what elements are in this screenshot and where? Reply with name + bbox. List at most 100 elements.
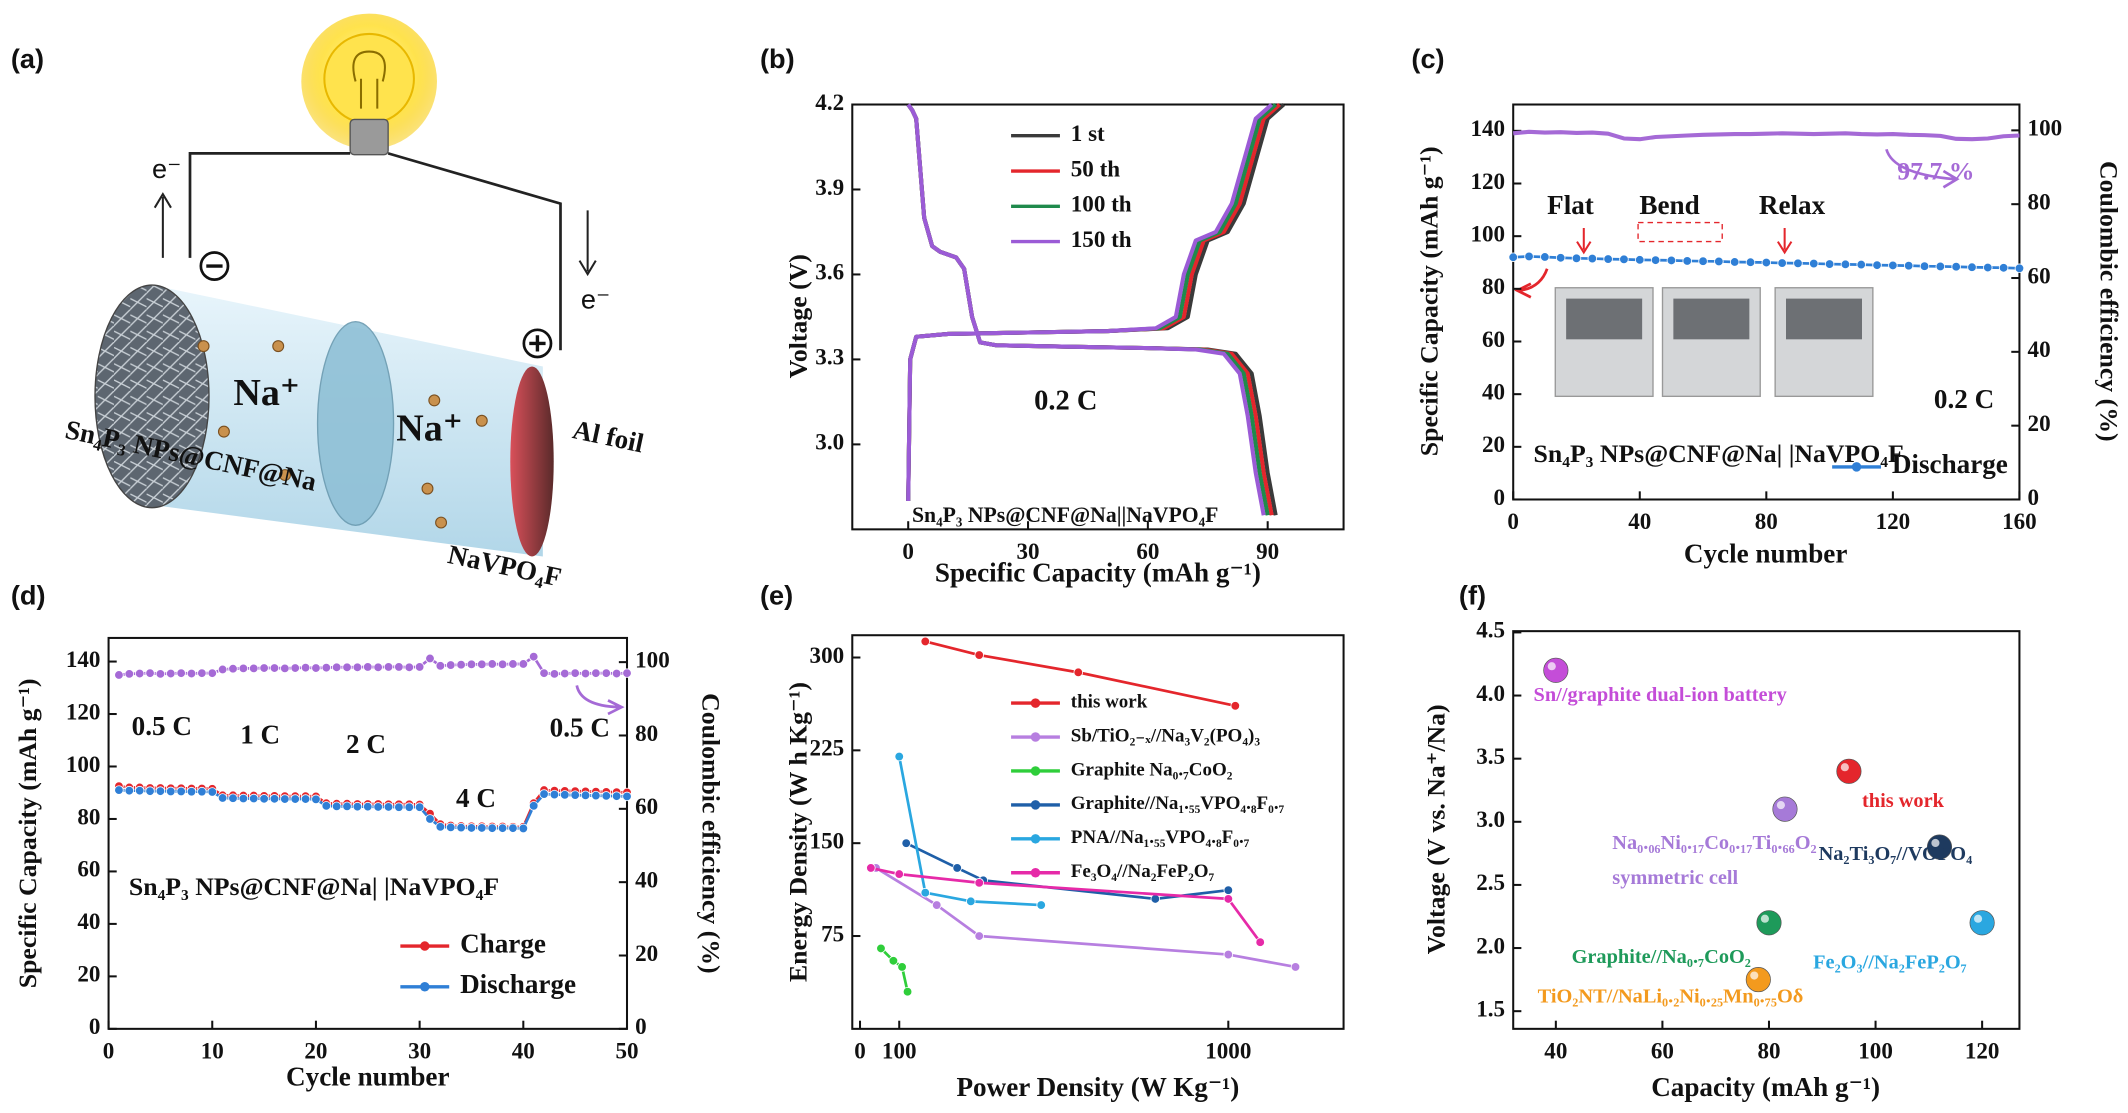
data-point <box>622 791 632 802</box>
data-point <box>352 662 363 673</box>
data-point <box>435 822 446 832</box>
data-point <box>1543 657 1569 683</box>
y-axis-label: Voltage (V) <box>784 254 813 378</box>
y-tick-label: 3.9 <box>815 174 844 200</box>
inset-photo-part <box>1673 298 1750 340</box>
data-point <box>1935 261 1946 272</box>
x-tick-label: 100 <box>1858 1038 1893 1064</box>
legend-marker <box>1030 698 1041 708</box>
data-point <box>876 943 886 954</box>
x-axis-label: Cycle number <box>286 1061 449 1091</box>
y2-tick-label: 20 <box>635 940 658 966</box>
panel-label: (c) <box>1411 43 1444 74</box>
data-point <box>549 669 560 679</box>
y-tick-label: 75 <box>821 920 844 946</box>
arrow <box>575 685 625 716</box>
data-point <box>966 896 976 907</box>
data-point <box>217 793 228 803</box>
data-point <box>866 863 876 873</box>
point-label: TiO₂NT//NaLi₀.₂Ni₀.₂₅Mn₀.₇₅Oδ <box>1538 985 1804 1007</box>
x-tick-label: 0 <box>1507 508 1519 534</box>
data-point <box>508 659 518 669</box>
data-point <box>974 931 984 941</box>
legend-marker <box>1030 766 1041 776</box>
annotation: 97.7 % <box>1897 157 1974 186</box>
data-point <box>290 663 300 673</box>
x-tick-label: 30 <box>1016 538 1039 564</box>
data-point <box>290 794 300 804</box>
data-point <box>114 670 124 680</box>
y-tick-label: 150 <box>810 827 845 853</box>
data-point <box>601 668 612 678</box>
data-point <box>1967 262 1977 272</box>
y-tick-label: 0 <box>89 1013 101 1039</box>
y2-tick-label: 60 <box>635 793 658 819</box>
data-point <box>1951 261 1961 272</box>
annotation: Flat <box>1547 190 1594 220</box>
data-point <box>394 802 404 812</box>
panel-a: (a) e⁻ e⁻ Na⁺ Na⁺ Sn₄P₃ NPs@CNF@Na NaVPO… <box>11 13 647 592</box>
data-point <box>238 793 249 804</box>
data-point <box>383 802 394 812</box>
x-tick-label: 40 <box>512 1038 535 1064</box>
electron-label: e⁻ <box>152 153 181 184</box>
legend-marker <box>1851 462 1862 472</box>
data-point <box>414 662 425 672</box>
annotation: Sn₄P₃ NPs@CNF@Na||NaVPO₄F <box>912 503 1218 527</box>
data-point <box>560 790 570 800</box>
series-line <box>1513 129 2020 142</box>
data-point <box>124 669 135 679</box>
data-point <box>342 662 352 673</box>
data-point <box>1903 260 1914 271</box>
data-point <box>974 878 984 888</box>
legend-marker <box>420 982 430 992</box>
legend-label: Discharge <box>460 969 576 999</box>
series-line <box>906 102 1274 516</box>
filament <box>352 50 386 109</box>
data-point <box>931 900 942 910</box>
x-tick-label: 50 <box>615 1038 638 1064</box>
point-highlight <box>1750 971 1759 980</box>
legend-marker <box>1030 800 1041 810</box>
y2-tick-label: 80 <box>2028 188 2051 214</box>
x-tick-label: 20 <box>304 1038 327 1064</box>
data-point <box>425 653 435 664</box>
separator <box>316 321 395 526</box>
legend-label: Discharge <box>1892 449 2008 479</box>
point-label: Na₀.₀₆Ni₀.₁₇Co₀.₁₇Ti₀.₆₆O₂ <box>1612 832 1816 854</box>
point-highlight <box>1931 838 1940 848</box>
data-point <box>383 662 394 672</box>
data-point <box>186 786 197 797</box>
data-point <box>1756 910 1782 936</box>
data-point <box>1983 262 1993 273</box>
annotation: 4 C <box>456 783 496 813</box>
x-axis-label: Capacity (mAh g⁻¹) <box>1651 1072 1880 1102</box>
data-point <box>1809 258 1819 269</box>
panel-label: (a) <box>11 43 44 74</box>
annotation: Sn₄P₃ NPs@CNF@Na| |NaVPO₄F <box>1534 439 1904 468</box>
data-point <box>1793 258 1803 269</box>
data-point <box>1698 256 1708 266</box>
data-point <box>1969 910 1995 936</box>
data-point <box>518 659 529 669</box>
y-tick-label: 225 <box>810 735 845 761</box>
y-tick-label: 2.5 <box>1476 869 1505 895</box>
data-point <box>894 869 904 879</box>
data-point <box>528 801 539 811</box>
data-point <box>445 822 456 833</box>
data-point <box>186 668 197 679</box>
data-point <box>228 663 238 674</box>
data-point <box>331 662 342 673</box>
y2-tick-label: 100 <box>2028 115 2063 141</box>
x-tick-label: 0 <box>902 538 914 564</box>
panel-label: (e) <box>760 579 793 610</box>
y2-axis-label: Coulombic efficiency (%) <box>697 693 726 974</box>
minus-sign <box>199 251 230 281</box>
arrow <box>153 192 172 258</box>
x-tick-label: 90 <box>1256 538 1279 564</box>
data-point <box>134 668 145 679</box>
x-tick-label: 40 <box>1544 1038 1567 1064</box>
data-point <box>1619 254 1629 265</box>
point-label: Na₂Ti₃O₇//VOPO₄ <box>1819 843 1973 865</box>
data-point <box>311 663 321 673</box>
